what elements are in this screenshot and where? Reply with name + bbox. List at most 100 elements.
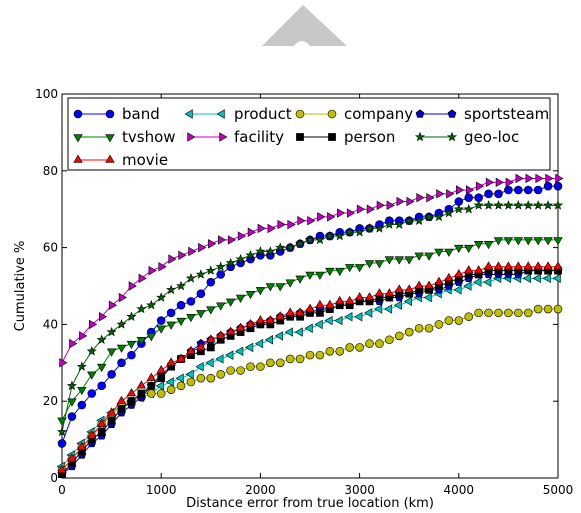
legend-marker [327,109,337,119]
watermark-logo [262,5,347,46]
data-point-movie [206,334,216,343]
data-point-movie [394,284,404,293]
legend-label: company [344,105,413,123]
data-point-product [354,312,363,322]
data-point-band [166,308,176,318]
series-layer [56,173,564,479]
data-point-company [404,327,414,337]
data-point-movie [186,345,196,354]
data-point-movie [166,357,176,366]
data-point-product [165,377,174,387]
data-point-movie [126,388,137,397]
data-point-facility [515,173,524,184]
x-tick-label: 2000 [245,483,276,497]
data-point-product [483,277,492,287]
data-point-movie [285,307,295,316]
y-axis: 0 20 40 60 80 100 [35,87,558,485]
data-point-facility [485,177,494,188]
data-point-tvshow [464,244,474,254]
data-point-geo-loc [344,226,355,237]
legend-marker [295,109,305,119]
legend-label: sportsteam [464,105,549,123]
data-point-geo-loc [205,265,216,275]
data-point-geo-loc [195,269,206,279]
legend-marker [184,109,193,119]
data-point-movie [146,372,156,381]
data-point-movie [404,284,414,293]
data-point-product [552,273,561,284]
legend-item-band: band [73,105,160,123]
legend-marker [216,109,225,119]
data-point-product [364,308,373,318]
data-point-geo-loc [404,215,415,225]
data-point-facility [287,219,296,230]
data-point-geo-loc [463,203,474,214]
data-point-facility [426,192,435,203]
data-point-tvshow [156,325,166,334]
data-point-movie [434,276,444,285]
data-point-company [394,331,404,341]
data-point-company [206,373,216,383]
data-point-band [67,412,77,421]
data-point-company [325,346,335,356]
y-axis-label: Cumulative % [13,241,28,332]
data-point-facility [327,212,336,222]
data-point-geo-loc [384,219,395,229]
data-point-company [256,362,265,371]
data-point-tvshow [354,264,365,273]
data-point-facility [79,331,88,341]
data-point-tvshow [265,283,276,292]
data-point-tvshow [325,267,335,277]
data-point-tvshow [196,310,206,319]
data-point-product [463,281,472,291]
data-point-facility [59,358,68,368]
data-point-geo-loc [364,223,375,233]
data-point-company [236,366,245,375]
data-point-geo-loc [424,211,435,222]
data-point-company [464,312,474,322]
series-product [56,273,561,472]
data-point-tvshow [126,340,137,350]
data-point-product [453,285,462,295]
legend-marker [296,133,304,141]
series-geo-loc [56,200,564,437]
data-point-band [553,181,563,191]
data-point-geo-loc [126,311,137,321]
x-axis: 0 1000 2000 3000 4000 5000 [58,94,573,497]
data-point-band [57,439,67,448]
data-point-tvshow [315,271,325,280]
data-point-facility [525,173,534,184]
data-point-company [166,385,176,394]
data-point-geo-loc [156,292,167,302]
legend-marker [73,134,83,143]
data-point-geo-loc [225,257,236,268]
data-point-facility [188,246,197,257]
data-point-tvshow [216,302,226,311]
series-tvshow [57,237,563,426]
data-point-product [522,273,531,284]
data-point-facility [237,231,246,241]
data-point-tvshow [394,256,404,265]
data-point-facility [208,239,217,249]
legend-label: band [122,105,160,123]
data-point-company [295,354,305,364]
data-point-company [365,339,374,348]
data-point-geo-loc [275,242,286,252]
data-point-tvshow [543,237,553,246]
data-point-movie [96,418,107,427]
data-point-facility [406,196,415,207]
data-point-tvshow [106,348,117,357]
data-point-company [414,323,424,333]
data-point-product [304,323,313,333]
series-sportsteam [57,266,563,478]
data-point-movie [295,307,305,316]
data-point-geo-loc [185,273,196,283]
data-point-band [533,185,543,195]
data-point-person [137,389,146,398]
data-point-product [205,358,214,368]
data-point-tvshow [77,386,87,396]
data-point-company [246,362,255,371]
data-point-geo-loc [116,319,127,329]
data-point-product [423,292,432,303]
data-point-facility [376,200,385,211]
